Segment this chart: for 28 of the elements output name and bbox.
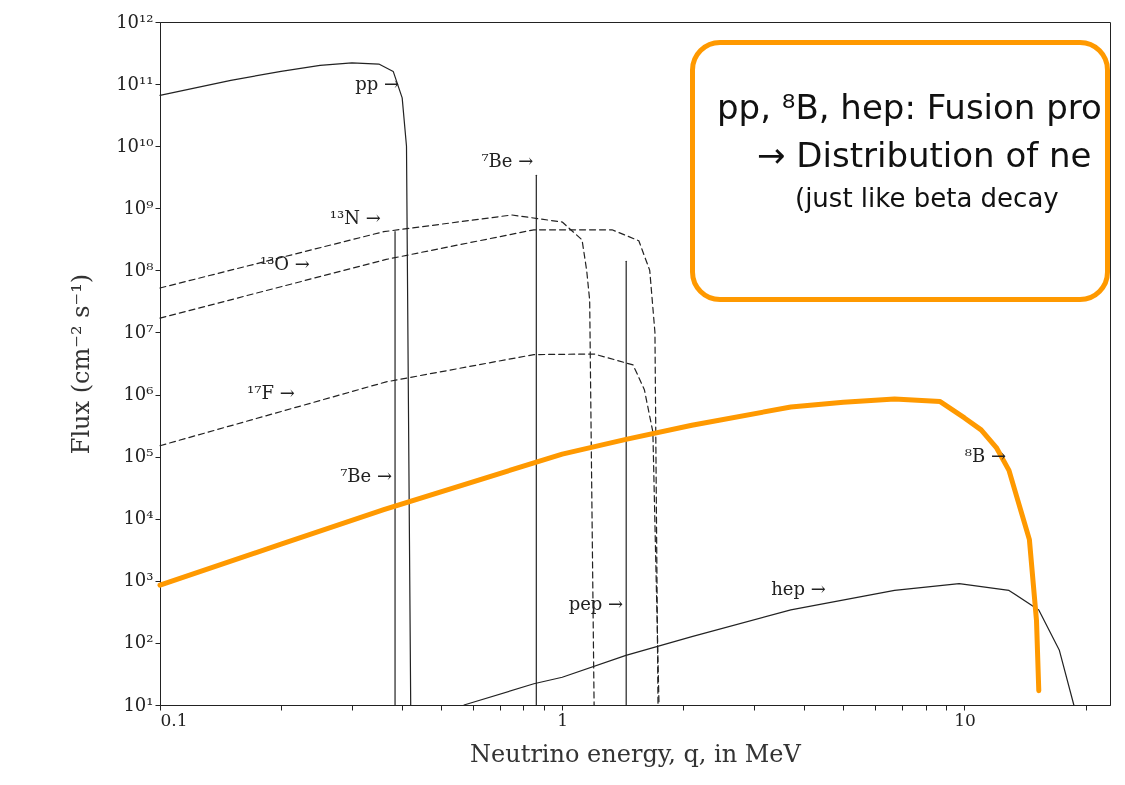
y-tick-label: 10¹² [116,10,154,32]
annotation: (just like beta decay [795,183,1060,213]
x-axis-title: Neutrino energy, q, in MeV [470,739,802,768]
annotation: pp, ⁸B, hep: Fusion pro [717,87,1103,127]
annotation: → Distribution of ne [757,135,1093,175]
annotation: ⁷Be → [481,150,534,172]
y-axis-title: Flux (cm⁻² s⁻¹) [67,273,96,455]
y-tick-label: 10⁵ [123,445,154,467]
y-tick-label: 10⁴ [123,507,154,529]
annotation: ¹⁷F → [247,382,295,403]
annotation: hep → [771,577,826,599]
annotation: ⁷Be → [340,465,393,487]
y-tick-label: 10³ [123,569,154,591]
y-tick-label: 10¹¹ [116,72,154,94]
x-tick-label: 1 [557,709,569,730]
y-tick-label: 10⁶ [123,383,154,405]
callout-box: pp, ⁸B, hep: Fusion pro → Distribution of ne (just like beta decay [690,40,1110,302]
y-tick-label: 10⁹ [123,196,154,218]
y-tick-label: 10² [123,631,154,653]
x-tick-label: 0.1 [160,709,188,730]
y-tick-label: 10⁷ [123,320,154,342]
annotation: ¹³O → [259,253,310,275]
y-tick-label: 10⁸ [123,258,154,280]
y-tick-label: 10¹⁰ [116,134,154,156]
annotation: ¹³N → [329,206,381,228]
annotation: pep → [568,593,624,615]
y-tick-label: 10¹ [123,693,154,715]
x-tick-label: 10 [954,709,976,730]
